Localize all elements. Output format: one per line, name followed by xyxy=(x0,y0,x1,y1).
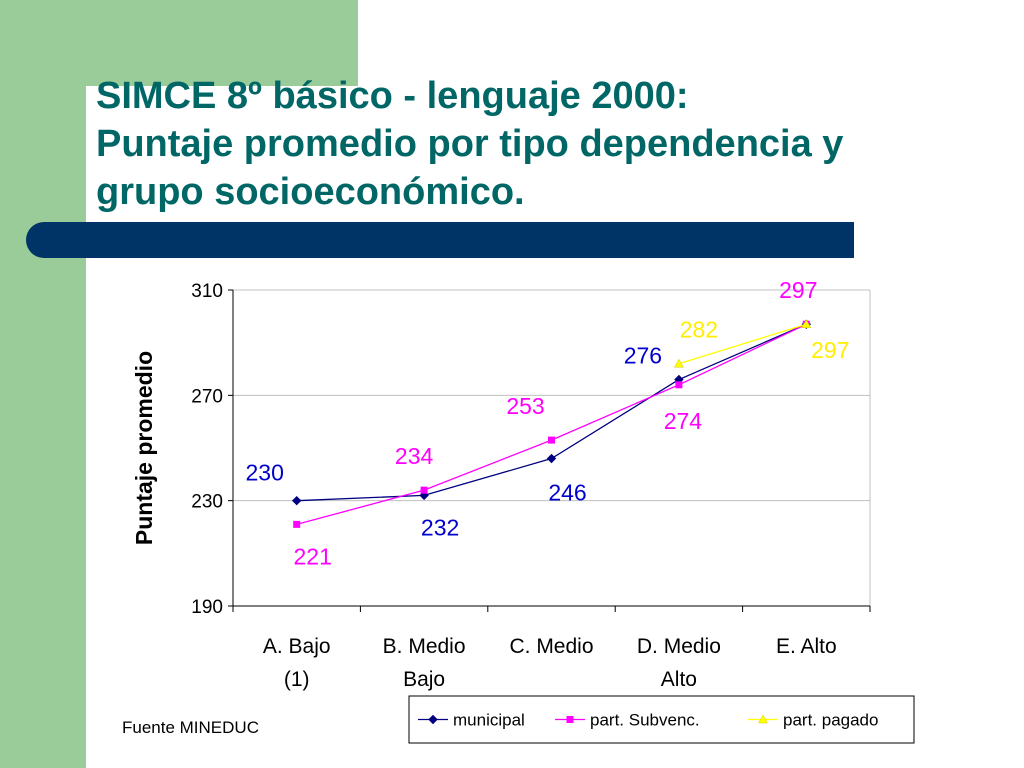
data-label: 234 xyxy=(395,443,434,469)
series-line-2 xyxy=(678,323,807,365)
legend-marker xyxy=(758,714,768,724)
data-point xyxy=(675,381,683,389)
y-tick-label: 190 xyxy=(191,597,223,618)
data-label: 297 xyxy=(811,337,849,363)
data-point xyxy=(548,436,555,444)
data-label: 230 xyxy=(246,460,284,486)
legend-marker xyxy=(428,714,438,725)
title-line-3: grupo socioeconómico. xyxy=(96,171,525,213)
y-axis-title: Puntaje promedio xyxy=(131,351,157,545)
y-tick-label: 270 xyxy=(191,386,223,407)
data-point xyxy=(291,495,302,506)
y-tick-label: 310 xyxy=(191,281,223,302)
data-label: 276 xyxy=(624,343,662,369)
data-label: 274 xyxy=(664,408,703,434)
legend-label: part. pagado xyxy=(783,711,878,730)
y-tick-label: 230 xyxy=(191,492,223,513)
data-label: 282 xyxy=(680,317,718,343)
slide-title: SIMCE 8º básico - lenguaje 2000: Puntaje… xyxy=(96,72,1006,216)
data-point xyxy=(673,358,684,368)
legend-marker xyxy=(566,716,574,723)
x-tick-label: B. Medio xyxy=(383,635,466,658)
source-note: Fuente MINEDUC xyxy=(122,718,259,737)
data-label: 297 xyxy=(779,277,817,303)
x-tick-label: D. Medio xyxy=(637,635,721,658)
green-top-block xyxy=(86,0,358,86)
x-tick-label: C. Medio xyxy=(509,635,593,658)
data-point xyxy=(420,486,428,494)
x-tick-label: E. Alto xyxy=(776,635,837,658)
data-point xyxy=(546,453,557,464)
data-label: 246 xyxy=(548,480,586,506)
x-tick-label: Bajo xyxy=(403,668,445,691)
legend-box xyxy=(408,695,915,744)
data-point xyxy=(801,319,812,328)
x-tick-label: Alto xyxy=(661,668,697,691)
legend-label: municipal xyxy=(453,711,525,730)
data-label: 221 xyxy=(294,543,332,569)
legend-label: part. Subvenc. xyxy=(590,711,700,730)
data-label: 253 xyxy=(506,393,544,419)
title-line-2: Puntaje promedio por tipo dependencia y xyxy=(96,123,844,165)
title-line-1: SIMCE 8º básico - lenguaje 2000: xyxy=(96,75,689,117)
data-point xyxy=(293,520,301,528)
series-line-0 xyxy=(296,323,807,502)
title-divider-bar xyxy=(26,222,854,258)
green-side-stripe xyxy=(0,0,86,768)
x-tick-label: A. Bajo xyxy=(263,635,331,658)
x-tick-label: (1) xyxy=(284,668,310,691)
data-label: 232 xyxy=(421,514,459,540)
